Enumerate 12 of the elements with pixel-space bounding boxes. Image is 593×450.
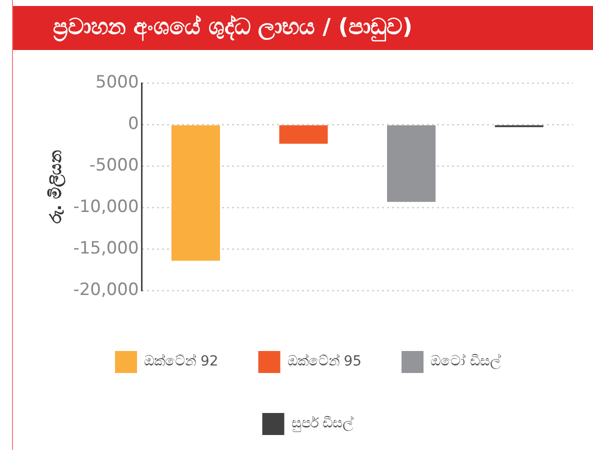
y-tick-label: -5000 (89, 156, 139, 176)
y-tick-label: -15,000 (73, 238, 139, 259)
legend-label: ඔක්ටේන් 95 (287, 354, 362, 370)
legend-label: සුපර් ඩීසල් (291, 416, 354, 433)
legend-label: ඔක්ටේන් 92 (144, 354, 218, 370)
y-axis-title: රු. මිලියන (46, 150, 67, 224)
y-tick-label: 0 (128, 114, 139, 134)
chart-title: ප්‍රවාහන අංශයේ ශුද්ධ ලාභය / (පාඩුව) (13, 6, 593, 50)
y-tick-label: -10,000 (73, 197, 139, 218)
y-tick-label: -20,000 (73, 280, 139, 300)
y-tick-label: 5000 (96, 72, 139, 93)
legend-label: ඔටෝ ඩීසල් (430, 354, 501, 370)
